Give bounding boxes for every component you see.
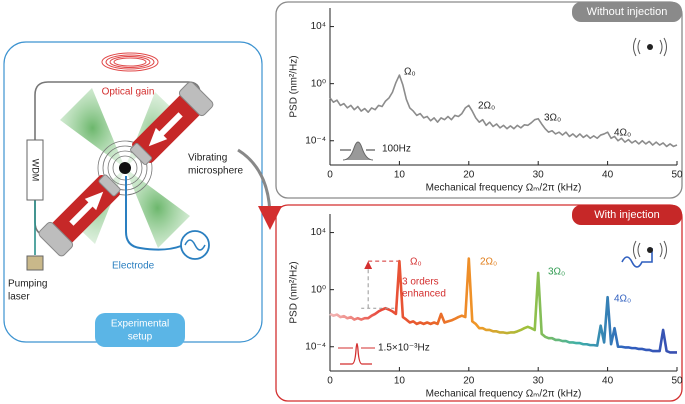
pump-laser	[26, 255, 44, 271]
x-tick-label: 50	[671, 376, 683, 387]
pump-label: laser	[8, 292, 30, 303]
vibration-icon	[633, 37, 667, 57]
vibration-icon	[633, 240, 667, 260]
annotation: Ω₀	[404, 67, 416, 78]
panel-label: With injection	[594, 209, 659, 221]
x-tick-label: 30	[533, 376, 545, 387]
x-axis-label: Mechanical frequency Ωₘ/2π (kHz)	[426, 183, 582, 194]
inset-lorentzian	[342, 141, 374, 161]
panel-pill	[572, 205, 682, 225]
annotation: 4Ω₀	[614, 294, 631, 305]
y-axis-label: PSD (nm²/Hz)	[289, 55, 300, 117]
x-axis-label: Mechanical frequency Ωₘ/2π (kHz)	[426, 389, 582, 400]
panel-frame	[275, 204, 683, 402]
annotation: 2Ω₀	[478, 101, 495, 112]
sphere-icon	[647, 247, 653, 253]
panel-frame	[275, 1, 683, 199]
sensor-icon	[621, 248, 653, 268]
panel-label: Without injection	[587, 6, 668, 18]
y-tick-label: 10⁻⁴	[305, 135, 326, 146]
annotation: enhanced	[402, 289, 446, 300]
setup-label: setup	[128, 332, 153, 343]
x-tick-label: 20	[463, 170, 475, 181]
y-tick-label: 10⁰	[311, 78, 326, 89]
annotation: 3Ω₀	[544, 113, 561, 124]
annotation: 100Hz	[382, 144, 411, 155]
setup-diagram: Optical gain WDM Pumping laser Vibrating…	[3, 41, 282, 347]
wdm-box	[26, 139, 44, 201]
pump-label: Pumping	[8, 279, 47, 290]
x-tick-label: 40	[602, 170, 614, 181]
x-tick-label: 0	[327, 376, 333, 387]
x-tick-label: 50	[671, 170, 683, 181]
microsphere-label: Vibrating	[188, 153, 227, 164]
y-tick-label: 10⁴	[311, 227, 326, 238]
annotation: 3 orders	[402, 277, 439, 288]
setup-label: Experimental	[111, 319, 169, 330]
annotation: 2Ω₀	[480, 257, 497, 268]
y-tick-label: 10⁻⁴	[305, 341, 326, 352]
sine-icon	[184, 239, 206, 251]
annotation: 4Ω₀	[614, 128, 631, 139]
y-tick-label: 10⁰	[311, 284, 326, 295]
sphere-icon	[647, 44, 653, 50]
x-tick-label: 10	[394, 376, 406, 387]
fiber-coil	[101, 52, 159, 72]
inset-peak	[340, 342, 372, 365]
microsphere	[119, 162, 131, 174]
x-tick-label: 10	[394, 170, 406, 181]
y-tick-label: 10⁴	[311, 21, 326, 32]
spectrum	[329, 257, 677, 354]
annotation: Ω₀	[410, 257, 422, 268]
setup-pill	[95, 313, 185, 347]
annotation: 1.5×10⁻³Hz	[378, 343, 430, 354]
panel-pill	[572, 2, 682, 22]
beam	[125, 168, 190, 248]
annotation: 3Ω₀	[548, 267, 565, 278]
x-tick-label: 0	[327, 170, 333, 181]
electrode-label: Electrode	[112, 261, 155, 272]
x-tick-label: 30	[533, 170, 545, 181]
collimator	[38, 174, 121, 257]
transition-arrow	[237, 148, 282, 230]
beam	[60, 88, 125, 168]
electrode	[125, 176, 182, 251]
microsphere-label: microsphere	[188, 166, 243, 177]
x-tick-label: 20	[463, 376, 475, 387]
collimator	[130, 81, 214, 165]
wdm-label: WDM	[31, 159, 41, 182]
x-tick-label: 40	[602, 376, 614, 387]
spectrum	[329, 74, 678, 148]
optical-gain-label: Optical gain	[102, 87, 155, 98]
y-axis-label: PSD (nm²/Hz)	[289, 261, 300, 323]
